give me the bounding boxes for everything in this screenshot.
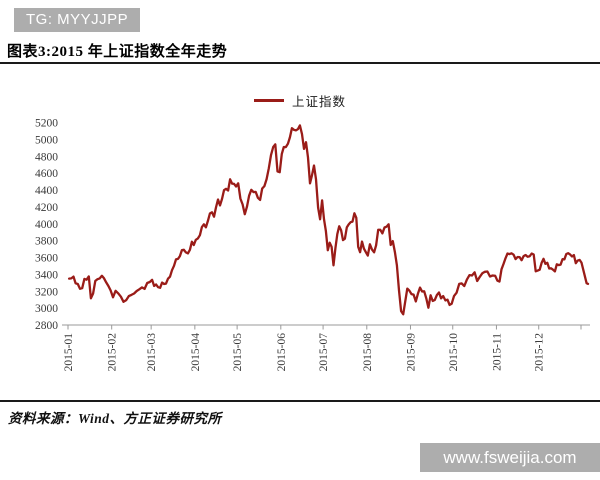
svg-text:2015-06: 2015-06	[276, 333, 288, 372]
tg-badge: TG: MYYJJPP	[14, 8, 141, 32]
watermark-badge: www.fsweijia.com	[420, 443, 600, 472]
svg-text:5000: 5000	[35, 134, 58, 146]
svg-text:2015-02: 2015-02	[107, 333, 119, 372]
source-divider	[0, 400, 600, 402]
svg-text:2015-05: 2015-05	[232, 333, 244, 372]
svg-text:3200: 3200	[35, 286, 58, 298]
svg-text:2015-03: 2015-03	[146, 333, 158, 372]
svg-text:2800: 2800	[35, 320, 58, 332]
watermark-text: www.fsweijia.com	[443, 447, 577, 467]
svg-text:4000: 4000	[35, 219, 58, 231]
svg-text:4600: 4600	[35, 168, 58, 180]
svg-text:4800: 4800	[35, 151, 58, 163]
svg-text:4200: 4200	[35, 202, 58, 214]
svg-text:3000: 3000	[35, 303, 58, 315]
svg-text:2015-12: 2015-12	[534, 333, 546, 372]
legend-label: 上证指数	[291, 95, 346, 109]
title-divider	[0, 62, 600, 64]
svg-text:4400: 4400	[35, 185, 58, 197]
svg-text:3600: 3600	[35, 253, 58, 265]
svg-text:2015-11: 2015-11	[491, 333, 503, 371]
svg-text:2015-09: 2015-09	[405, 333, 417, 372]
svg-text:3400: 3400	[35, 269, 58, 281]
svg-text:5200: 5200	[35, 118, 58, 130]
svg-text:2015-10: 2015-10	[448, 333, 460, 372]
price-chart: 2015-01 2015-02 2015-03 2015-04 2015-05 2015-…	[35, 118, 590, 372]
svg-text:2015-01: 2015-01	[63, 333, 75, 372]
svg-text:2015-04: 2015-04	[190, 333, 202, 372]
chart-legend: 上证指数	[0, 91, 600, 110]
legend-line-swatch	[253, 99, 284, 102]
svg-text:2015-08: 2015-08	[362, 333, 374, 372]
source-text: 资料来源：Wind、方正证券研究所	[8, 411, 222, 426]
figure-title: 图表3:2015 年上证指数全年走势	[7, 44, 228, 60]
svg-text:2015-07: 2015-07	[318, 333, 330, 372]
svg-text:3800: 3800	[35, 236, 58, 248]
